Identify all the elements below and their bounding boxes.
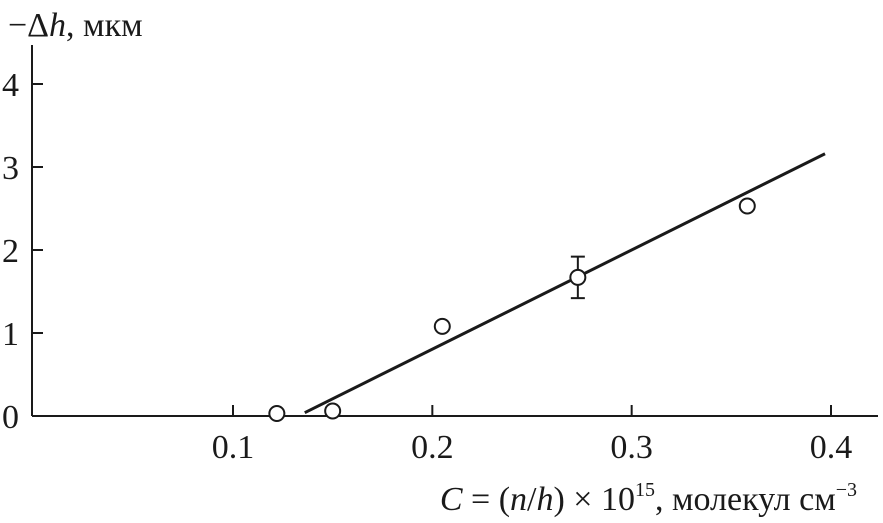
y-tick-label: 1 xyxy=(2,316,19,353)
data-point xyxy=(738,197,756,215)
y-tick-label: 0 xyxy=(2,399,19,436)
data-point xyxy=(268,405,286,423)
x-ticks: 0.1 0.2 0.3 0.4 xyxy=(212,405,853,466)
x-axis-title-h: h xyxy=(536,481,553,518)
x-axis-title-times: ) × 10 xyxy=(553,481,635,518)
x-tick-label: 0.2 xyxy=(411,429,454,466)
x-axis-title: C = (n/h) × 1015, молекул см−3 xyxy=(440,479,857,518)
y-axis-title: −Δh, мкм xyxy=(8,7,143,44)
x-tick-label: 0.4 xyxy=(810,429,853,466)
y-ticks: 0 1 2 3 4 xyxy=(2,67,43,436)
data-point xyxy=(569,268,587,286)
y-tick-label: 3 xyxy=(2,150,19,187)
x-axis-title-exp: 15 xyxy=(635,479,655,501)
y-tick-label: 4 xyxy=(2,67,19,104)
y-axis-title-suffix: , мкм xyxy=(66,7,143,44)
axes xyxy=(31,45,878,417)
x-axis-title-equals: = ( xyxy=(463,481,511,518)
y-tick-label: 2 xyxy=(2,233,19,270)
y-axis-title-variable: h xyxy=(49,7,66,44)
data-points xyxy=(268,197,756,423)
x-tick-label: 0.3 xyxy=(610,429,653,466)
x-axis-title-unit-exp: −3 xyxy=(836,479,857,501)
x-axis-title-slash: / xyxy=(527,481,537,518)
data-point xyxy=(324,402,342,420)
x-axis-title-unit: , молекул см xyxy=(655,481,836,518)
fit-line xyxy=(304,152,826,415)
x-tick-label: 0.1 xyxy=(212,429,255,466)
x-axis-title-variable: C xyxy=(440,481,463,518)
x-axis-title-n: n xyxy=(510,481,527,518)
y-axis-title-prefix: −Δ xyxy=(8,7,49,44)
data-point xyxy=(433,317,451,335)
fit-line-group xyxy=(304,152,826,415)
